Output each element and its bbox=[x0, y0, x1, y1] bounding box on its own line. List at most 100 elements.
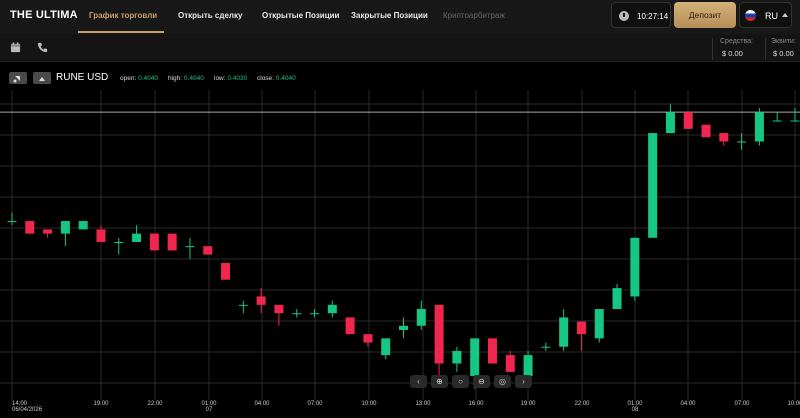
instrument-name: RUNE USD bbox=[56, 72, 109, 83]
ohlc-low: low: 0.4030 bbox=[214, 75, 248, 82]
candle-body bbox=[78, 221, 88, 230]
ohlc-close: close: 0.4040 bbox=[257, 75, 296, 82]
collapse-icon bbox=[39, 77, 45, 81]
candle-body bbox=[754, 112, 764, 142]
equity-value: $ 0.00 bbox=[773, 49, 794, 58]
language-code: RU bbox=[765, 11, 778, 21]
candle-body bbox=[594, 309, 604, 339]
zoom-in-button[interactable]: ⊕ bbox=[431, 375, 448, 388]
divider bbox=[712, 38, 713, 60]
candle-body bbox=[256, 296, 266, 305]
candle-body bbox=[505, 355, 515, 372]
candle-body bbox=[292, 313, 302, 315]
candle-body bbox=[363, 334, 373, 343]
candle-body bbox=[203, 246, 213, 255]
chevron-right-icon: › bbox=[522, 377, 525, 386]
app-logo[interactable]: THE ULTIMA bbox=[10, 9, 78, 21]
x-tick-label: 22:00 bbox=[147, 401, 163, 407]
chart-tool-button[interactable] bbox=[9, 72, 27, 84]
candle-body bbox=[434, 304, 444, 364]
phone-icon[interactable] bbox=[37, 42, 48, 53]
x-tick-label: 04:00 bbox=[254, 401, 270, 407]
nav-closed-positions[interactable]: Закрытые Позиции bbox=[351, 11, 428, 20]
x-tick-label: 04:00 bbox=[680, 401, 696, 407]
x-tick-label: 16:00 bbox=[468, 401, 484, 407]
candle-body bbox=[665, 112, 675, 134]
ohlc-open: open: 0.4040 bbox=[120, 75, 158, 82]
x-tick-label: 19:00 bbox=[520, 401, 536, 407]
chevron-left-icon: ‹ bbox=[417, 377, 420, 386]
x-tick-label: 01:00 bbox=[201, 401, 217, 407]
deposit-button[interactable]: Депозит bbox=[674, 2, 736, 28]
clock-icon bbox=[619, 11, 629, 21]
x-tick-label: 13:00 bbox=[415, 401, 431, 407]
candle-body bbox=[60, 221, 70, 234]
x-tick-label: 01:00 bbox=[627, 401, 643, 407]
x-tick-label: 22:00 bbox=[574, 401, 590, 407]
top-navbar: THE ULTIMA График торговли Открыть сделк… bbox=[0, 0, 800, 34]
candle-body bbox=[559, 317, 569, 347]
ohlc-high: high: 0.4040 bbox=[168, 75, 204, 82]
calendar-icon[interactable] bbox=[10, 42, 21, 53]
account-bar bbox=[0, 34, 800, 62]
funds-value: $ 0.00 bbox=[722, 49, 743, 58]
candle-body bbox=[114, 242, 124, 243]
nav-trading-chart[interactable]: График торговли bbox=[89, 11, 158, 20]
language-selector[interactable]: RU bbox=[739, 2, 792, 28]
candle-body bbox=[399, 325, 408, 330]
candle-body bbox=[612, 288, 622, 310]
candle-body bbox=[790, 120, 800, 122]
x-tick-label: 19:00 bbox=[93, 401, 109, 407]
x-tick-sublabel: 07 bbox=[206, 407, 213, 413]
candle-body bbox=[43, 229, 53, 234]
x-tick-label: 10:00 bbox=[787, 401, 800, 407]
equity-label: Эквити: bbox=[771, 38, 796, 45]
candle-body bbox=[683, 112, 693, 129]
candle-body bbox=[167, 233, 177, 251]
candle-body bbox=[701, 124, 711, 138]
candle-body bbox=[470, 338, 480, 377]
divider bbox=[765, 38, 766, 60]
nav-open-positions[interactable]: Открытые Позиции bbox=[262, 11, 340, 20]
nav-open-trade[interactable]: Открыть сделку bbox=[178, 11, 243, 20]
zoom-icon: ◎ bbox=[499, 377, 506, 386]
candle-body bbox=[381, 338, 391, 356]
collapse-button[interactable] bbox=[33, 72, 51, 84]
nav-active-indicator bbox=[78, 31, 164, 33]
x-tick-label: 14:00 bbox=[12, 401, 28, 407]
candle-body bbox=[416, 309, 426, 326]
russia-flag-icon bbox=[745, 10, 756, 21]
candle-body bbox=[487, 338, 497, 364]
nav-crypto-arbitrage[interactable]: Криптоарбитраж bbox=[443, 11, 505, 20]
candle-body bbox=[345, 317, 355, 335]
zoom-reset-button[interactable]: ○ bbox=[452, 375, 469, 388]
candle-body bbox=[576, 321, 586, 335]
candle-body bbox=[772, 120, 782, 122]
chart-tool-icon bbox=[13, 76, 20, 83]
x-tick-label: 10:00 bbox=[361, 401, 377, 407]
funds-label: Средства: bbox=[720, 38, 753, 45]
candle-body bbox=[7, 221, 17, 223]
candle-body bbox=[274, 304, 284, 314]
zoom-out-icon: ⊖ bbox=[478, 377, 485, 386]
candle-body bbox=[737, 141, 747, 143]
candle-body bbox=[523, 355, 533, 377]
zoom-icon: ○ bbox=[458, 377, 463, 386]
candle-body bbox=[719, 133, 729, 142]
candle-body bbox=[310, 313, 320, 315]
x-tick-sublabel: 06/04/2026 bbox=[12, 407, 43, 413]
zoom-in-icon: ⊕ bbox=[436, 377, 443, 386]
candle-body bbox=[185, 246, 195, 248]
zoom-out-button[interactable]: ⊖ bbox=[473, 375, 490, 388]
candle-body bbox=[327, 304, 337, 314]
scroll-left-button[interactable]: ‹ bbox=[410, 375, 427, 388]
candle-body bbox=[238, 304, 248, 306]
zoom-fit-button[interactable]: ◎ bbox=[494, 375, 511, 388]
caret-up-icon bbox=[782, 13, 788, 17]
candle-body bbox=[630, 237, 640, 297]
candle-body bbox=[132, 233, 142, 242]
candle-body bbox=[452, 350, 462, 364]
x-tick-label: 07:00 bbox=[307, 401, 323, 407]
scroll-right-button[interactable]: › bbox=[515, 375, 532, 388]
